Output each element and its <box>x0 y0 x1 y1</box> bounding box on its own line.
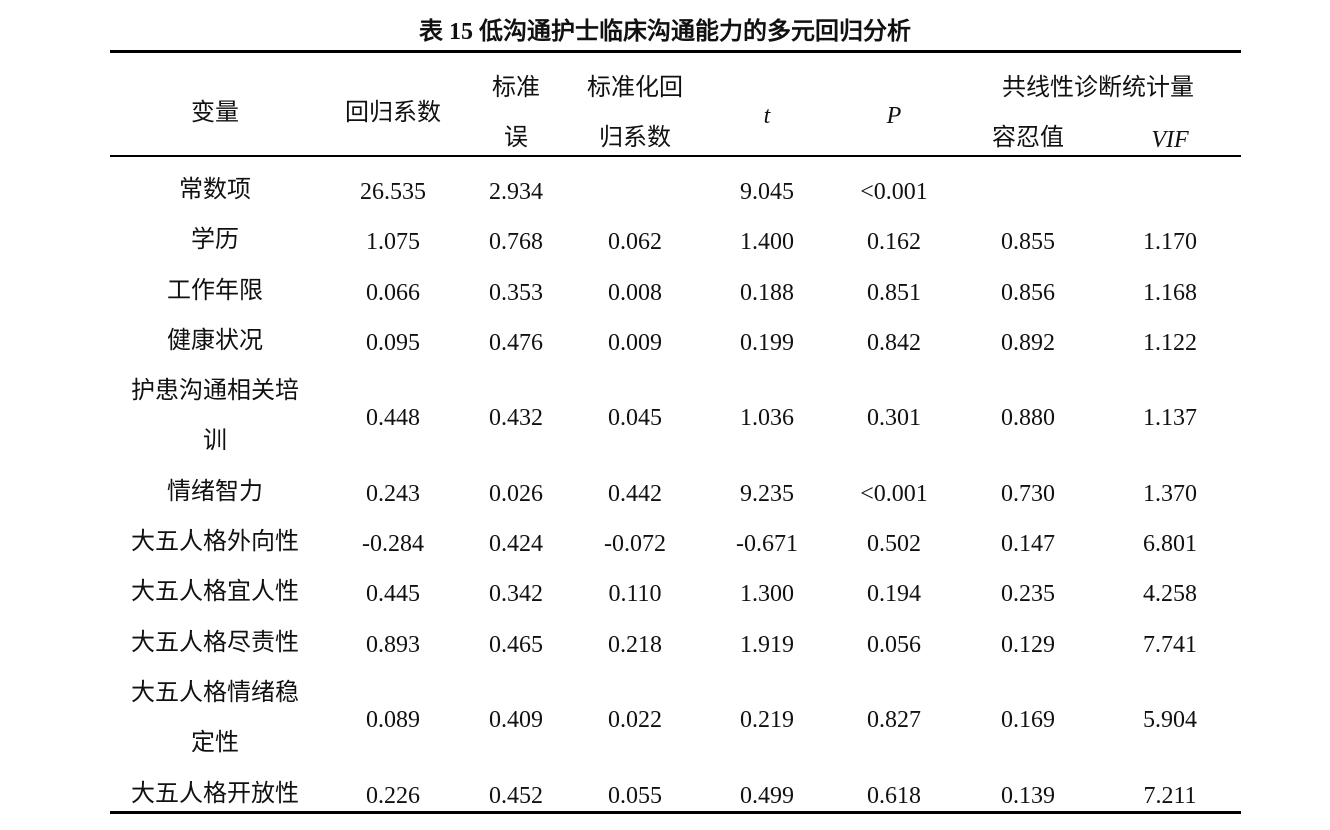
table-cell: 0.226 <box>366 782 420 809</box>
table-cell: 0.219 <box>740 707 794 734</box>
table-cell: 1.122 <box>1143 329 1197 356</box>
table-cell: 0.089 <box>366 707 420 734</box>
table-cell: 1.919 <box>740 631 794 658</box>
row-label: 护患沟通相关培训 <box>131 378 299 455</box>
header-cell: 容忍值 <box>992 125 1064 151</box>
bottom-rule <box>110 811 1241 814</box>
table-cell: 6.801 <box>1143 531 1197 558</box>
row-label: 大五人格情绪稳定性 <box>131 680 299 756</box>
row-label: 工作年限 <box>167 277 263 304</box>
table-cell: 0.442 <box>608 480 662 507</box>
table-cell: 0.424 <box>489 531 543 558</box>
table-cell: 0.095 <box>366 329 420 356</box>
table-cell: 0.499 <box>740 782 794 809</box>
row-label: 大五人格宜人性 <box>131 579 299 606</box>
table-cell: 0.301 <box>867 405 921 432</box>
table-cell: 0.842 <box>867 329 921 356</box>
table-cell: 5.904 <box>1143 707 1197 734</box>
table-cell: 0.162 <box>867 229 921 256</box>
table-cell: 0.502 <box>867 531 921 558</box>
table-cell: 7.741 <box>1143 631 1197 658</box>
table-cell: 0.188 <box>740 279 794 306</box>
table-cell: 0.129 <box>1001 631 1055 658</box>
row-label: 常数项 <box>179 177 251 203</box>
header-cell: 变量 <box>191 100 239 126</box>
row-label: 大五人格尽责性 <box>131 629 299 656</box>
table-cell: <0.001 <box>860 480 928 507</box>
table-cell: 0.055 <box>608 782 662 809</box>
table-cell: 0.730 <box>1001 480 1055 507</box>
table-cell: 0.432 <box>489 405 543 432</box>
table-cell: -0.284 <box>362 531 424 558</box>
table-cell: 9.235 <box>740 480 794 507</box>
table-cell: 0.618 <box>867 782 921 809</box>
table-cell: 0.139 <box>1001 782 1055 809</box>
header-cell: P <box>886 103 902 129</box>
table-cell: 0.476 <box>489 329 543 356</box>
table-cell: 0.022 <box>608 707 662 734</box>
table-cell: 4.258 <box>1143 581 1197 608</box>
header-cell: VIF <box>1151 127 1189 153</box>
table-cell: 0.026 <box>489 480 543 507</box>
table-cell: 0.147 <box>1001 531 1055 558</box>
header-cell: 回归系数 <box>345 100 441 126</box>
table-cell: 0.409 <box>489 707 543 734</box>
table-cell: 0.199 <box>740 329 794 356</box>
header-cell: 标准误 <box>492 75 540 151</box>
table-cell: 0.448 <box>366 405 420 432</box>
table-cell: 0.353 <box>489 279 543 306</box>
table-cell: 1.168 <box>1143 279 1197 306</box>
table-title: 表 15 低沟通护士临床沟通能力的多元回归分析 <box>419 19 911 45</box>
table-cell: 0.893 <box>366 631 420 658</box>
table-cell: 0.445 <box>366 581 420 608</box>
table-cell: 1.137 <box>1143 405 1197 432</box>
top-rule <box>110 50 1241 53</box>
table-cell: 0.008 <box>608 279 662 306</box>
table-cell: 1.370 <box>1143 480 1197 507</box>
table-cell: 0.062 <box>608 229 662 256</box>
table-cell: 0.045 <box>608 405 662 432</box>
table-cell: 0.851 <box>867 279 921 306</box>
header-cell: 标准化回归系数 <box>587 75 683 151</box>
table-cell: -0.072 <box>604 531 666 558</box>
table-cell: 0.856 <box>1001 279 1055 306</box>
table-cell: -0.671 <box>736 531 798 558</box>
table-cell: 1.300 <box>740 581 794 608</box>
table-cell: 0.827 <box>867 707 921 734</box>
row-label: 学历 <box>191 227 239 254</box>
row-label: 健康状况 <box>167 327 263 354</box>
table-cell: 1.400 <box>740 229 794 256</box>
table-cell: 0.465 <box>489 631 543 658</box>
header-cell: 共线性诊断统计量 <box>1002 75 1194 101</box>
table-cell: 0.342 <box>489 581 543 608</box>
table-cell: 1.170 <box>1143 229 1197 256</box>
table-cell: 0.110 <box>608 581 662 608</box>
table-cell: 26.535 <box>360 179 426 205</box>
table-cell: 0.169 <box>1001 707 1055 734</box>
table-cell: 0.880 <box>1001 405 1055 432</box>
row-label: 情绪智力 <box>167 478 263 505</box>
table-cell: 0.235 <box>1001 581 1055 608</box>
table-cell: 2.934 <box>489 179 543 205</box>
table-cell: 0.009 <box>608 329 662 356</box>
table-cell: 0.218 <box>608 631 662 658</box>
row-label: 大五人格开放性 <box>131 780 299 807</box>
table-cell: 0.768 <box>489 229 543 256</box>
table-cell: 1.075 <box>366 229 420 256</box>
header-rule <box>110 155 1241 157</box>
table-cell: 9.045 <box>740 179 794 205</box>
table-cell: 7.211 <box>1143 782 1197 809</box>
row-label: 大五人格外向性 <box>131 529 299 556</box>
table-cell: 0.452 <box>489 782 543 809</box>
table-cell: 0.194 <box>867 581 921 608</box>
table-cell: 0.243 <box>366 480 420 507</box>
table-cell: 0.855 <box>1001 229 1055 256</box>
table-cell: 1.036 <box>740 405 794 432</box>
table-cell: <0.001 <box>860 179 928 205</box>
table-cell: 0.066 <box>366 279 420 306</box>
table-cell: 0.892 <box>1001 329 1055 356</box>
header-cell: t <box>763 103 771 129</box>
table-cell: 0.056 <box>867 631 921 658</box>
